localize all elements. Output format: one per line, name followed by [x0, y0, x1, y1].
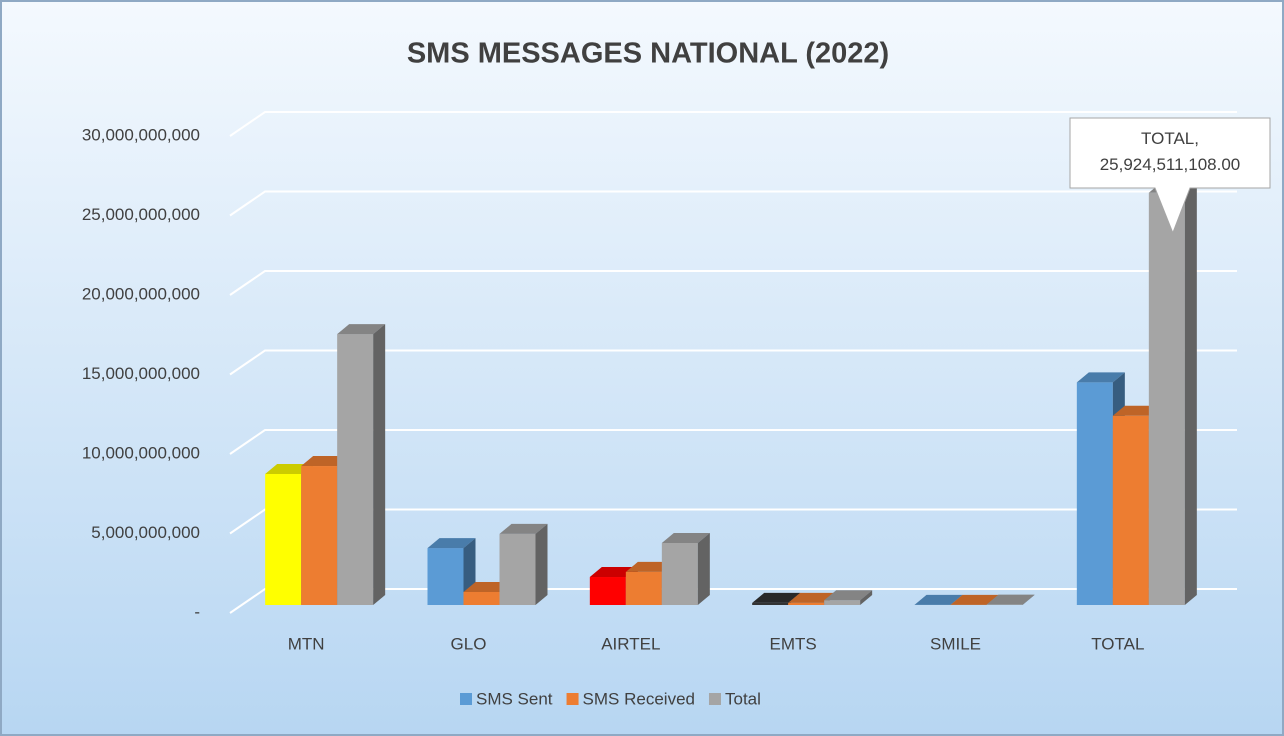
bar-front [1148, 192, 1185, 605]
bar-front [752, 602, 789, 605]
bar-top [986, 594, 1035, 605]
y-tick-label: - [194, 602, 200, 621]
bar-top [914, 594, 963, 605]
bar-front [1112, 415, 1149, 605]
grid-line [229, 270, 1237, 296]
bar-top [752, 592, 801, 603]
bar-side [697, 532, 710, 605]
y-tick-label: 15,000,000,000 [82, 364, 200, 383]
bar-front [824, 600, 861, 605]
grid-line [229, 111, 1237, 137]
bar-side [1184, 182, 1197, 605]
x-tick-label: TOTAL [1091, 634, 1144, 653]
bar-front [589, 577, 626, 605]
bar-front [788, 602, 825, 605]
y-tick-label: 5,000,000,000 [91, 523, 200, 542]
legend-label: SMS Received [583, 689, 695, 708]
x-tick-label: AIRTEL [601, 634, 660, 653]
y-tick-label: 30,000,000,000 [82, 125, 200, 144]
y-tick-label: 25,000,000,000 [82, 205, 200, 224]
bar-side [373, 324, 386, 605]
y-tick-label: 20,000,000,000 [82, 284, 200, 303]
x-tick-label: SMILE [930, 634, 981, 653]
legend-label: SMS Sent [476, 689, 553, 708]
bar-front [499, 533, 536, 605]
x-tick-label: GLO [451, 634, 487, 653]
data-label-callout [1069, 117, 1271, 235]
grid-line [229, 190, 1237, 217]
bar-top [661, 532, 710, 543]
bar-front [265, 473, 302, 605]
chart-title: SMS MESSAGES NATIONAL (2022) [407, 38, 889, 70]
bar-side [860, 590, 873, 605]
data-label: TOTAL, 25,924,511,108.00 [1100, 129, 1241, 174]
bar-top [337, 324, 386, 335]
x-tick-label: EMTS [770, 634, 817, 653]
bar-side [1022, 594, 1035, 605]
x-tick-label: MTN [288, 634, 325, 653]
bar-top [427, 538, 476, 549]
legend-swatch [708, 693, 721, 705]
bar-front [427, 548, 464, 605]
bar-side [535, 523, 548, 605]
grid-line [229, 508, 1237, 535]
y-tick-label: 10,000,000,000 [82, 443, 200, 462]
bar-front [337, 334, 374, 605]
legend-swatch [566, 693, 579, 705]
bar-front [1076, 382, 1113, 605]
bar-front [661, 542, 698, 605]
legend-label: Total [725, 689, 761, 708]
legend-swatch [460, 693, 472, 705]
bar-top [950, 594, 999, 605]
bar-top [499, 523, 548, 534]
bar-top [1076, 372, 1125, 383]
grid-line [229, 588, 1237, 614]
grid-line [229, 429, 1237, 455]
bar-top [824, 590, 873, 601]
bar-front [463, 591, 500, 605]
bar-front [625, 571, 662, 605]
grid-line [229, 349, 1237, 376]
bar-front [301, 466, 338, 605]
